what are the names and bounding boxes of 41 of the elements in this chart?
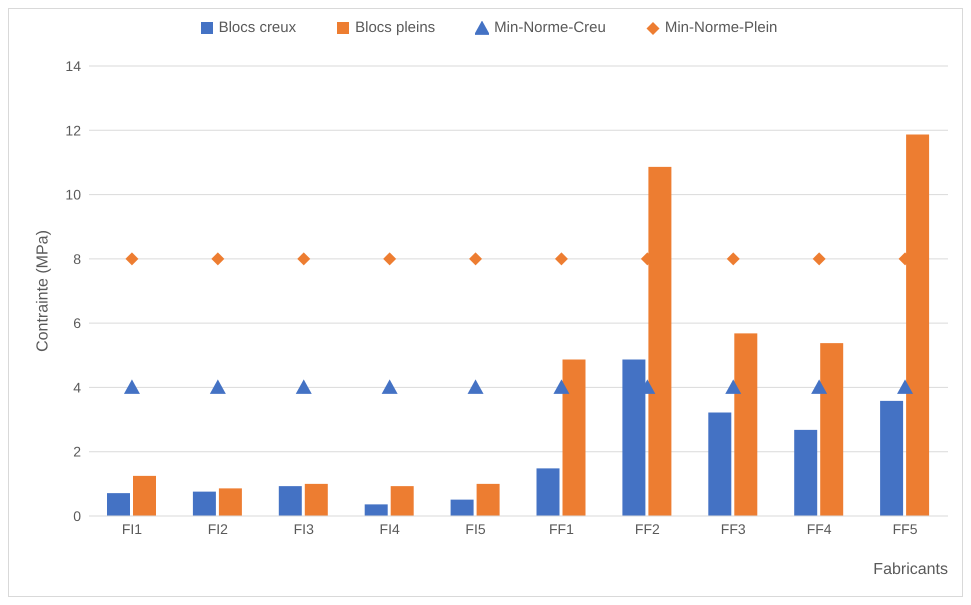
y-tick-label: 6 bbox=[73, 315, 82, 332]
y-tick-label: 14 bbox=[65, 58, 82, 74]
bar bbox=[476, 484, 500, 516]
bar bbox=[278, 486, 302, 516]
y-tick-label: 2 bbox=[73, 444, 82, 460]
bar bbox=[304, 484, 328, 516]
x-tick-label: FI2 bbox=[208, 520, 228, 537]
x-tick-label: FF1 bbox=[549, 520, 574, 537]
bar bbox=[364, 504, 388, 516]
legend-label: Min-Norme-Creu bbox=[494, 19, 606, 36]
bar bbox=[794, 430, 818, 516]
x-tick-label: FI4 bbox=[380, 520, 400, 537]
legend-label: Min-Norme-Plein bbox=[664, 19, 778, 36]
x-tick-label: FF4 bbox=[806, 520, 832, 537]
bar bbox=[880, 400, 904, 516]
bar bbox=[536, 468, 560, 516]
bar bbox=[708, 412, 732, 516]
legend-label: Blocs creux bbox=[218, 19, 296, 36]
y-axis-title: Contrainte (MPa) bbox=[34, 230, 52, 352]
x-axis-title: Fabricants bbox=[873, 561, 948, 578]
bar bbox=[390, 486, 414, 516]
bar bbox=[107, 493, 130, 516]
bar bbox=[734, 333, 758, 516]
y-tick-label: 4 bbox=[73, 379, 82, 396]
y-tick-label: 0 bbox=[73, 508, 82, 524]
legend-label: Blocs pleins bbox=[355, 19, 436, 36]
bar bbox=[820, 343, 844, 516]
x-tick-label: FI1 bbox=[122, 520, 142, 537]
x-tick-label: FF2 bbox=[634, 520, 660, 537]
y-tick-label: 12 bbox=[65, 122, 82, 138]
bar bbox=[133, 476, 156, 516]
bar bbox=[218, 488, 242, 516]
x-tick-label: FF5 bbox=[892, 520, 918, 537]
x-tick-label: FI3 bbox=[294, 520, 314, 537]
y-tick-label: 8 bbox=[73, 250, 82, 267]
bar bbox=[450, 500, 474, 516]
y-tick-label: 10 bbox=[65, 186, 82, 203]
x-tick-label: FF3 bbox=[720, 520, 746, 537]
x-tick-label: FI5 bbox=[465, 520, 486, 537]
bar bbox=[192, 492, 216, 516]
bar bbox=[562, 359, 586, 516]
